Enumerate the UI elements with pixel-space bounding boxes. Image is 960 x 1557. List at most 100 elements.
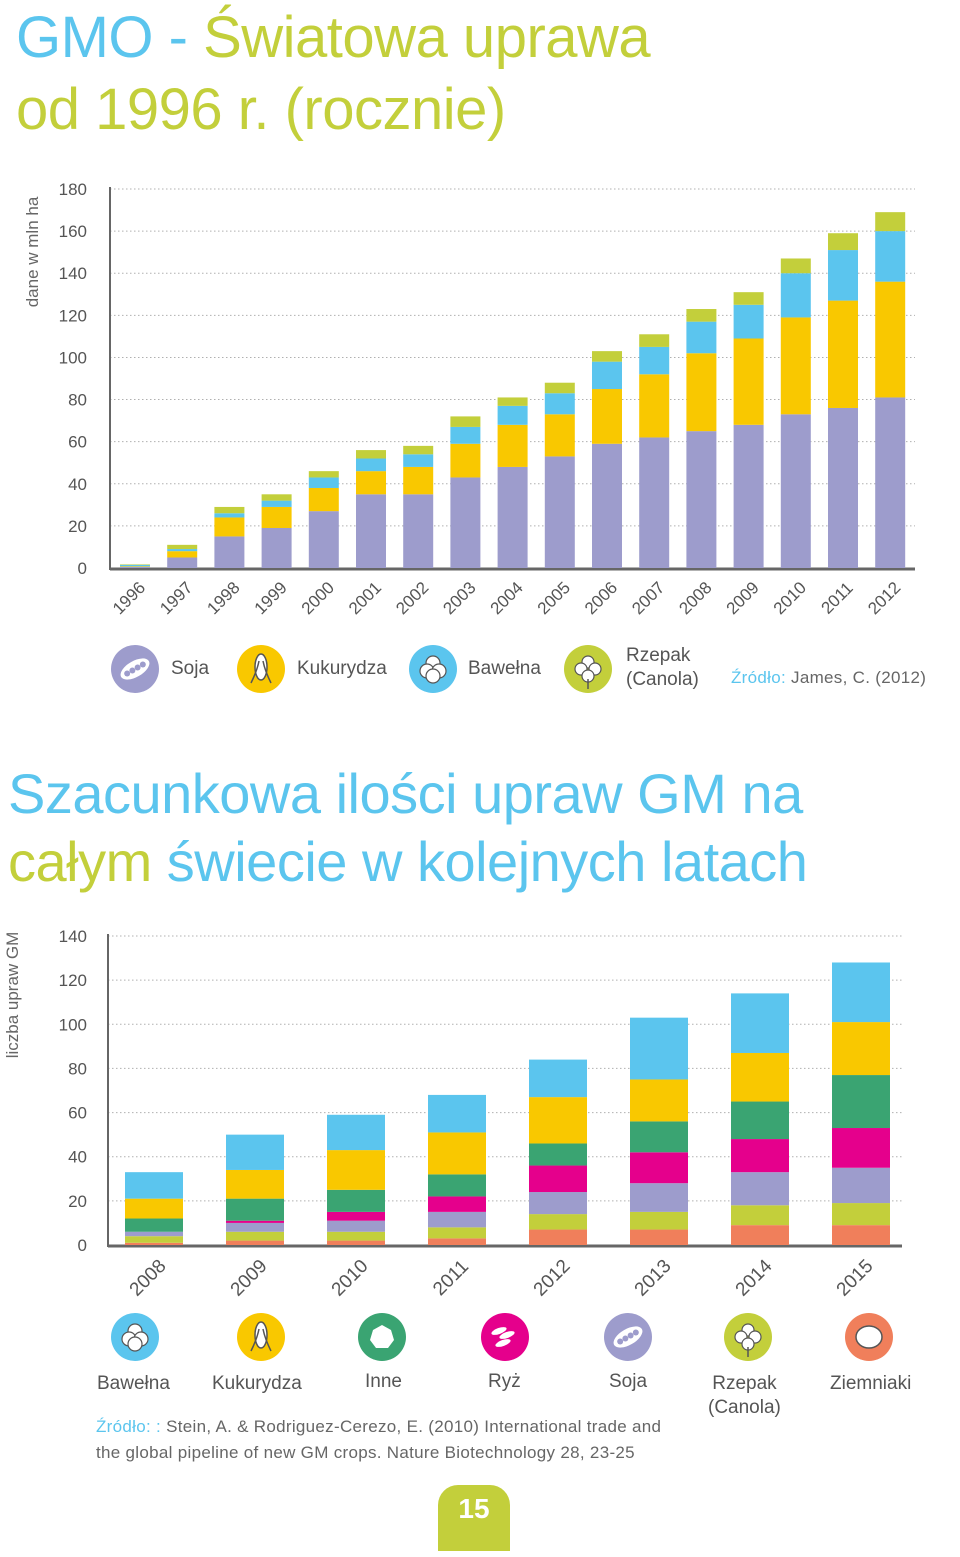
bar-segment-soja-2007 [639, 437, 670, 568]
y-tick-label: 80 [68, 1059, 87, 1078]
bar-segment-bawełna-2010 [780, 273, 811, 318]
x-tick-label: 2008 [675, 578, 715, 618]
bar-segment-rzepak-2012 [529, 1214, 587, 1230]
title-part-gmo: GMO - [16, 5, 204, 70]
y-tick-label: 40 [68, 475, 87, 494]
chart1-title: GMO - Światowa uprawa od 1996 r. (roczni… [16, 2, 651, 146]
bar-segment-inne-2013 [630, 1121, 688, 1153]
y-tick-label: 180 [59, 180, 87, 199]
legend2-label-ziemniaki: Ziemniaki [830, 1373, 912, 1394]
x-tick-label: 2010 [328, 1256, 373, 1301]
source2-key: Źródło: : [96, 1417, 162, 1436]
canola-flower-icon [724, 1313, 772, 1361]
bar-segment-ryż-2009 [226, 1220, 284, 1223]
bar-segment-ziemniaki-2008 [125, 1242, 183, 1245]
legend2-label-soja: Soja [609, 1371, 648, 1392]
bar-segment-kukurydza-2008 [686, 353, 717, 432]
x-tick-label: 2003 [439, 578, 479, 618]
bar-segment-bawełna-1996 [120, 564, 150, 567]
bar-segment-ryż-2010 [327, 1211, 385, 1221]
bar-segment-rzepak-1998 [214, 506, 245, 514]
bar-segment-kukurydza-1999 [261, 506, 292, 528]
x-tick-label: 2007 [628, 578, 668, 618]
bar-segment-kukurydza-2011 [428, 1132, 486, 1175]
legend2-label-rzepak: Rzepak (Canola) [708, 1373, 781, 1418]
bar-segment-soja-2012 [529, 1192, 587, 1215]
bar-segment-rzepak-1997 [167, 544, 198, 550]
bar-segment-bawełna-2012 [529, 1059, 587, 1098]
source2-line1: Stein, A. & Rodriguez-Cerezo, E. (2010) … [161, 1417, 662, 1436]
chart1: 0 20 40 60 80 100 120 140 160 180 dane w mln ha 199… [23, 180, 915, 618]
bar-segment-rzepak-2001 [356, 450, 386, 459]
bar-segment-bawełna-2013 [630, 1017, 688, 1080]
bar-segment-bawełna-2009 [226, 1134, 284, 1170]
x-tick-label: 1997 [156, 578, 196, 618]
legend1-label-soja: Soja [171, 658, 210, 679]
bar-segment-kukurydza-2005 [544, 414, 575, 457]
bar-segment-rzepak-2006 [592, 351, 622, 362]
bar-segment-bawełna-2002 [403, 454, 434, 467]
y-tick-label: 40 [68, 1148, 87, 1167]
bar-segment-bawełna-2003 [450, 426, 481, 444]
bar-segment-kukurydza-2010 [327, 1150, 385, 1190]
bar-segment-rzepak-2003 [450, 416, 481, 427]
corn-icon [237, 1313, 285, 1361]
bar-segment-soja-2013 [630, 1183, 688, 1212]
y-tick-label: 20 [68, 517, 87, 536]
bar-segment-inne-2008 [125, 1218, 183, 1232]
bar-segment-soja-2010 [780, 414, 811, 568]
bar-segment-ziemniaki-2015 [832, 1225, 890, 1245]
legend2-label-kukurydza: Kukurydza [212, 1373, 302, 1394]
bar-segment-bawełna-1997 [167, 549, 198, 552]
x-tick-label: 2002 [392, 578, 432, 618]
bar-segment-rzepak-2012 [875, 212, 906, 232]
bar-segment-kukurydza-2008 [125, 1198, 183, 1219]
bar-segment-bawełna-2008 [686, 321, 717, 354]
legend1-label-kukurydza: Kukurydza [297, 658, 387, 679]
legend2-label-ryz: Ryż [488, 1371, 521, 1392]
bar-segment-rzepak-2007 [639, 334, 670, 347]
bar-segment-inne-2009 [226, 1198, 284, 1221]
rice-icon [481, 1313, 529, 1361]
bar-segment-rzepak-2004 [497, 397, 528, 406]
source-chart1: Źródło: James, C. (2012) [731, 665, 926, 691]
y-tick-label: 60 [68, 1104, 87, 1123]
y-tick-label: 100 [59, 1015, 87, 1034]
bar-segment-ryż-2014 [731, 1139, 789, 1173]
bar-segment-kukurydza-2012 [529, 1097, 587, 1144]
source-chart2: Źródło: : Stein, A. & Rodriguez-Cerezo, … [96, 1414, 661, 1466]
y-tick-label: 0 [78, 559, 87, 578]
cotton-icon [409, 645, 457, 693]
legend2-label-bawelna: Bawełna [97, 1373, 170, 1394]
bar-segment-bawełna-2007 [639, 346, 670, 375]
bar-segment-kukurydza-2014 [731, 1052, 789, 1102]
bar-segment-kukurydza-2000 [308, 487, 339, 512]
y-tick-label: 100 [59, 348, 87, 367]
bar-segment-kukurydza-2010 [780, 317, 811, 415]
bar-segment-kukurydza-1996 [120, 566, 150, 567]
title2-line2a: całym [8, 830, 167, 893]
bar-segment-bawełna-2001 [356, 458, 386, 472]
x-tick-label: 2011 [429, 1256, 473, 1300]
bar-segment-bawełna-2006 [592, 361, 622, 390]
bar-segment-soja-1999 [261, 527, 292, 568]
bar-segment-soja-2011 [828, 407, 858, 568]
bar-segment-rzepak-2011 [428, 1227, 486, 1239]
bar-segment-soja-1996 [120, 566, 150, 568]
bar-segment-kukurydza-2003 [450, 443, 481, 478]
x-tick-label: 2005 [534, 578, 574, 618]
bar-segment-bawełna-2010 [327, 1114, 385, 1151]
bar-segment-ryż-2011 [428, 1196, 486, 1212]
bar-segment-bawełna-1999 [261, 500, 292, 507]
x-tick-label: 2008 [126, 1256, 171, 1301]
other-icon [358, 1313, 406, 1361]
bar-segment-soja-2008 [686, 431, 717, 568]
bar-segment-rzepak-2009 [733, 292, 764, 305]
bar-segment-rzepak-2008 [125, 1236, 183, 1243]
x-tick-label: 2001 [345, 578, 385, 618]
bar-segment-kukurydza-2012 [875, 281, 906, 398]
y-tick-label: 80 [68, 391, 87, 410]
cotton-icon [111, 1313, 159, 1361]
page-number: 15 [438, 1485, 510, 1551]
bar-segment-soja-2009 [226, 1222, 284, 1232]
